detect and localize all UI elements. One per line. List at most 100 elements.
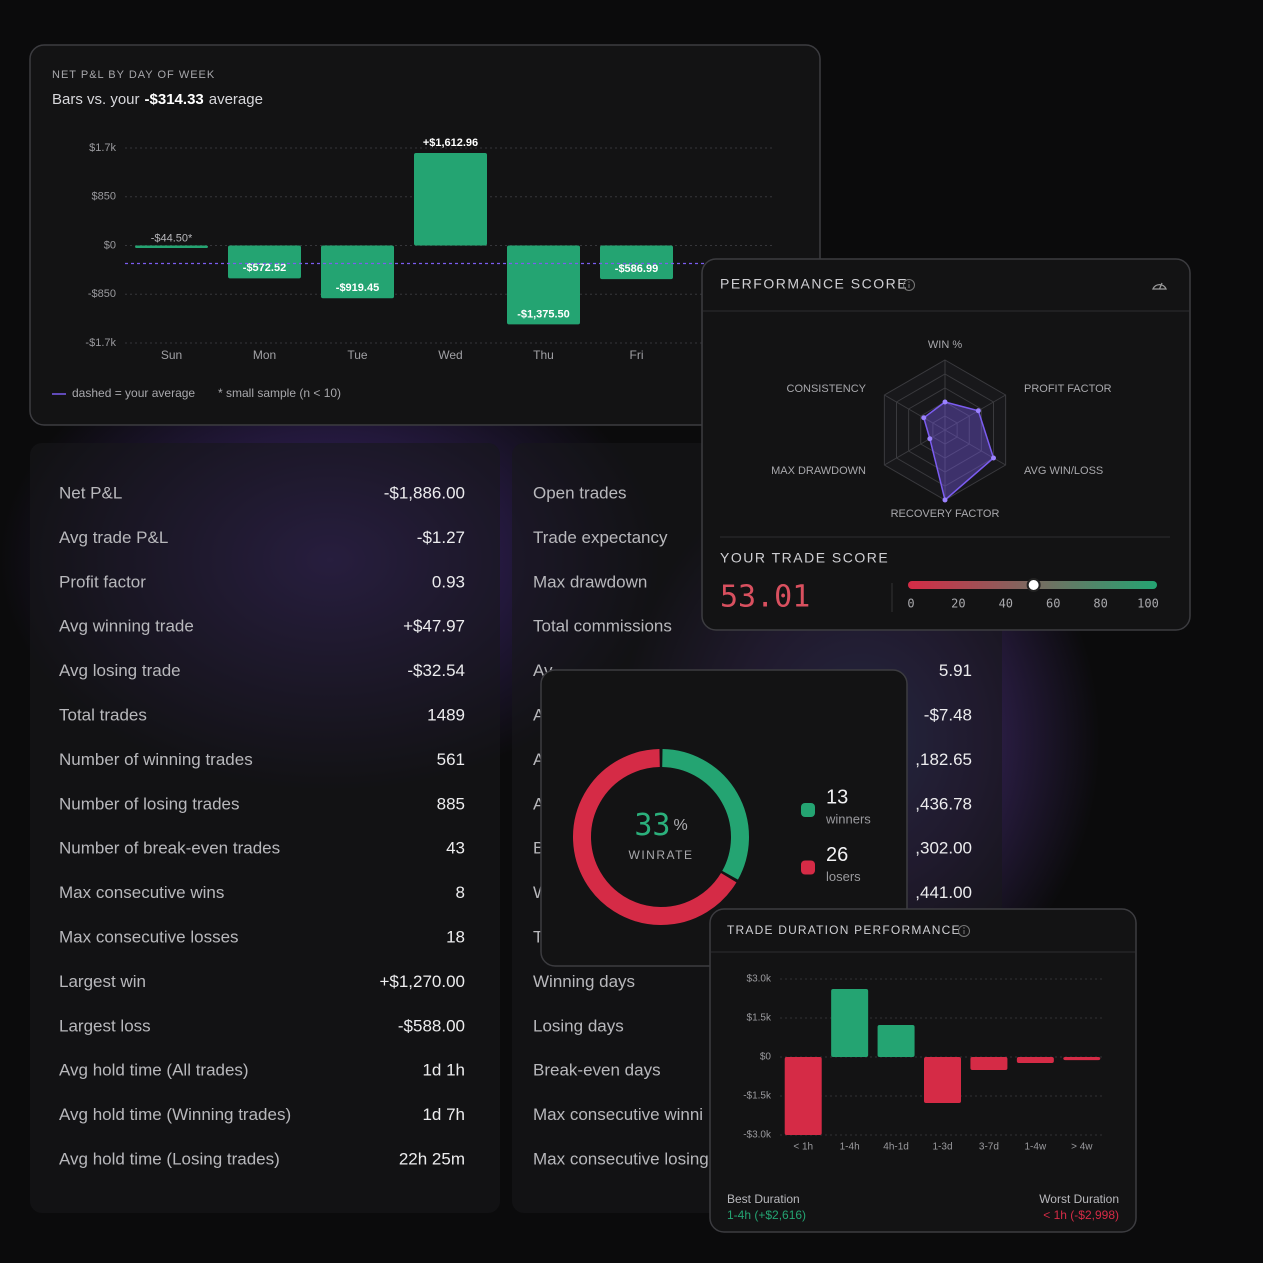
card-title: NET P&L BY DAY OF WEEK [52,69,215,81]
radar-spoke [884,394,946,431]
stat-label: Max consecutive losses [59,927,239,946]
stat-value: 0.93 [432,572,465,591]
radar-axis-label: WIN % [928,339,962,351]
bar [135,245,208,249]
stat-value: 22h 25m [399,1149,465,1168]
radar-axis-label: RECOVERY FACTOR [891,508,1000,520]
legend-note: dashed = your average [72,386,195,400]
y-tick-label: $1.7k [89,142,116,154]
stat-value: 8 [456,883,465,902]
stat-label: Largest loss [59,1016,151,1035]
stat-label: Max consecutive winni [533,1105,703,1124]
legend-count: 26 [826,844,848,866]
stat-value: -$32.54 [407,661,465,680]
radar-point [927,436,933,442]
stat-value: -$7.48 [924,705,972,724]
stat-label: Profit factor [59,572,146,591]
y-tick-label: $850 [92,191,116,203]
stat-label: T [533,927,543,946]
stats-panel [30,443,500,1213]
best-value: 1-4h (+$2,616) [727,1208,806,1222]
y-tick-label: $0 [760,1052,772,1063]
y-tick-label: $1.5k [747,1013,772,1024]
stat-label: Break-even days [533,1061,661,1080]
x-tick-label: 4h-1d [883,1142,909,1153]
x-tick-label: 1-3d [932,1142,952,1153]
x-tick-label: Sun [161,348,182,362]
y-tick-label: -$850 [88,288,116,300]
info-icon [903,279,915,291]
stat-label: Trade expectancy [533,528,668,547]
info-icon [908,281,910,283]
x-tick-label: < 1h [793,1142,813,1153]
bar [228,245,301,279]
value-label: -$919.45 [336,282,379,294]
bar [784,1057,822,1135]
radar-point [921,415,927,421]
stat-label: Number of losing trades [59,794,239,813]
stat-value: 18 [446,927,465,946]
average-label: -$314.33 [145,91,204,108]
radar-point [942,497,948,503]
radar-axis-label: AVG WIN/LOSS [1024,465,1103,477]
card-title: TRADE DURATION PERFORMANCE [727,923,961,937]
x-tick-label: 1-4h [840,1142,860,1153]
value-label: +$1,612.96 [423,137,478,149]
gauge-icon [1152,282,1167,290]
stat-label: Losing days [533,1016,624,1035]
bar [321,245,394,299]
score-tick-label: 40 [999,597,1013,611]
stat-value: 561 [437,750,465,769]
stat-label: Total commissions [533,617,672,636]
stat-label: Max consecutive losing [533,1149,709,1168]
donut-slice [661,749,749,880]
worst-value: < 1h (-$2,998) [1043,1208,1119,1222]
x-tick-label: Mon [253,348,276,362]
x-tick-label: Fri [630,348,644,362]
stat-label: Number of winning trades [59,750,253,769]
score-tick-label: 100 [1137,597,1159,611]
stat-value: -$1.27 [417,528,465,547]
stat-label: Avg hold time (Winning trades) [59,1105,291,1124]
legend-name: winners [825,811,871,826]
bar [414,152,487,246]
legend-swatch [801,803,815,817]
y-tick-label: $3.0k [747,974,772,985]
legend-name: losers [826,869,861,884]
stat-value: ,436.78 [915,794,972,813]
stat-value: ,441.00 [915,883,972,902]
stat-value: 43 [446,839,465,858]
stat-label: Avg trade P&L [59,528,168,547]
radar-spoke [884,429,946,466]
stat-label: Open trades [533,483,627,502]
stat-value: 1489 [427,705,465,724]
stat-value: +$1,270.00 [379,972,465,991]
radar-axis-label: MAX DRAWDOWN [771,465,866,477]
value-label: -$586.99 [615,263,658,275]
stat-value: -$588.00 [398,1016,465,1035]
stat-label: Avg hold time (All trades) [59,1061,249,1080]
bar [970,1057,1008,1070]
value-label: -$572.52 [243,262,286,274]
subtitle-text: Bars vs. your [52,91,140,108]
worst-label: Worst Duration [1039,1192,1119,1206]
radar-point [990,455,996,461]
y-tick-label: $0 [104,239,116,251]
score-tick-label: 0 [907,597,914,611]
info-icon [958,925,970,937]
x-tick-label: Tue [347,348,368,362]
subtitle-text: average [209,91,263,108]
y-tick-label: -$1.5k [743,1091,772,1102]
x-tick-label: Wed [438,348,462,362]
card-title: PERFORMANCE SCORE [720,276,908,292]
winrate-number: 33 [634,808,670,843]
x-tick-label: Thu [533,348,554,362]
radar-axis-label: CONSISTENCY [787,383,867,395]
stat-label: Largest win [59,972,146,991]
stat-value: ,302.00 [915,839,972,858]
stat-label: Avg winning trade [59,617,194,636]
score-label: YOUR TRADE SCORE [720,550,889,566]
stat-label: Number of break-even trades [59,839,280,858]
y-tick-label: -$3.0k [743,1130,772,1141]
